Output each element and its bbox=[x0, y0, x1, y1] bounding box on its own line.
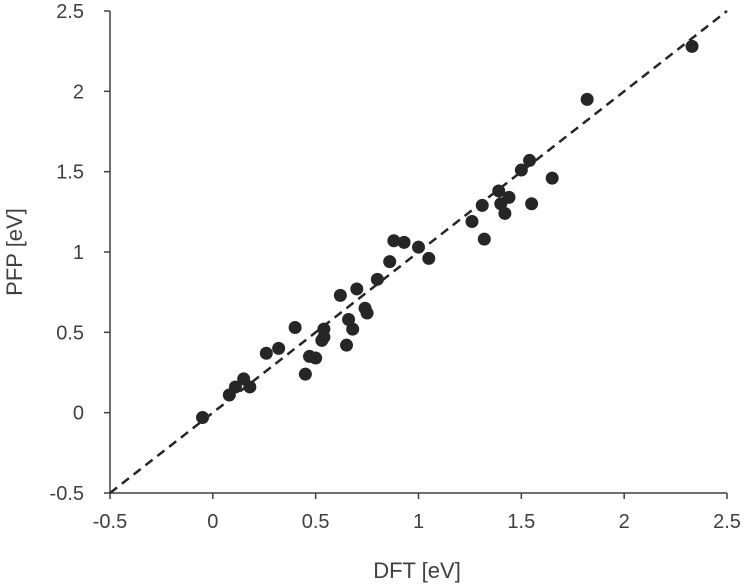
x-tick-label: 2 bbox=[619, 511, 630, 533]
axes bbox=[104, 10, 728, 499]
data-point bbox=[259, 346, 273, 360]
y-tick-label: 2.5 bbox=[56, 1, 84, 23]
data-point bbox=[387, 234, 401, 248]
y-tick-label: 0.5 bbox=[56, 322, 84, 344]
data-point bbox=[465, 214, 479, 228]
data-point bbox=[272, 341, 286, 355]
x-tick-label: 0 bbox=[207, 511, 218, 533]
data-point bbox=[340, 338, 354, 352]
data-point bbox=[317, 322, 331, 336]
data-point bbox=[309, 351, 323, 365]
data-point bbox=[346, 322, 360, 336]
data-point bbox=[502, 190, 516, 204]
data-point bbox=[580, 92, 594, 106]
data-point bbox=[545, 171, 559, 185]
data-point bbox=[383, 255, 397, 269]
points-layer bbox=[196, 39, 699, 424]
data-point bbox=[412, 240, 425, 254]
y-axis-title: PFP [eV] bbox=[2, 208, 27, 296]
data-point bbox=[523, 153, 537, 167]
x-tick-label: 1 bbox=[413, 511, 424, 533]
ticks-layer: -0.5 0 0.5 1 1.5 2 2.5 -0.5 0 0.5 1 1.5 2 2.5 bbox=[50, 1, 741, 533]
y-tick-label: 0 bbox=[73, 403, 84, 425]
y-tick-label: 1 bbox=[73, 242, 84, 264]
y-tick-label: 1.5 bbox=[56, 162, 84, 184]
data-point bbox=[360, 306, 374, 320]
x-axis-title: DFT [eV] bbox=[373, 558, 461, 583]
y-tick-label: 2 bbox=[73, 81, 84, 103]
data-point bbox=[370, 272, 384, 286]
x-tick-label: 1.5 bbox=[507, 511, 535, 533]
data-point bbox=[475, 198, 489, 212]
data-point bbox=[525, 197, 539, 211]
data-point bbox=[492, 184, 506, 198]
data-point bbox=[498, 206, 512, 220]
data-point bbox=[333, 288, 347, 302]
data-point bbox=[477, 232, 491, 246]
x-tick-label: -0.5 bbox=[93, 511, 127, 533]
data-point bbox=[514, 163, 528, 177]
data-point bbox=[350, 282, 364, 296]
data-point bbox=[288, 321, 302, 335]
data-point bbox=[228, 380, 242, 394]
x-tick-label: 0.5 bbox=[302, 511, 330, 533]
data-point bbox=[243, 380, 257, 394]
y-tick-label: -0.5 bbox=[50, 483, 84, 505]
data-point bbox=[397, 235, 411, 249]
data-point bbox=[422, 251, 436, 265]
data-point bbox=[298, 367, 312, 381]
data-point bbox=[196, 410, 210, 424]
x-tick-label: 2.5 bbox=[713, 511, 741, 533]
data-point bbox=[685, 39, 699, 53]
